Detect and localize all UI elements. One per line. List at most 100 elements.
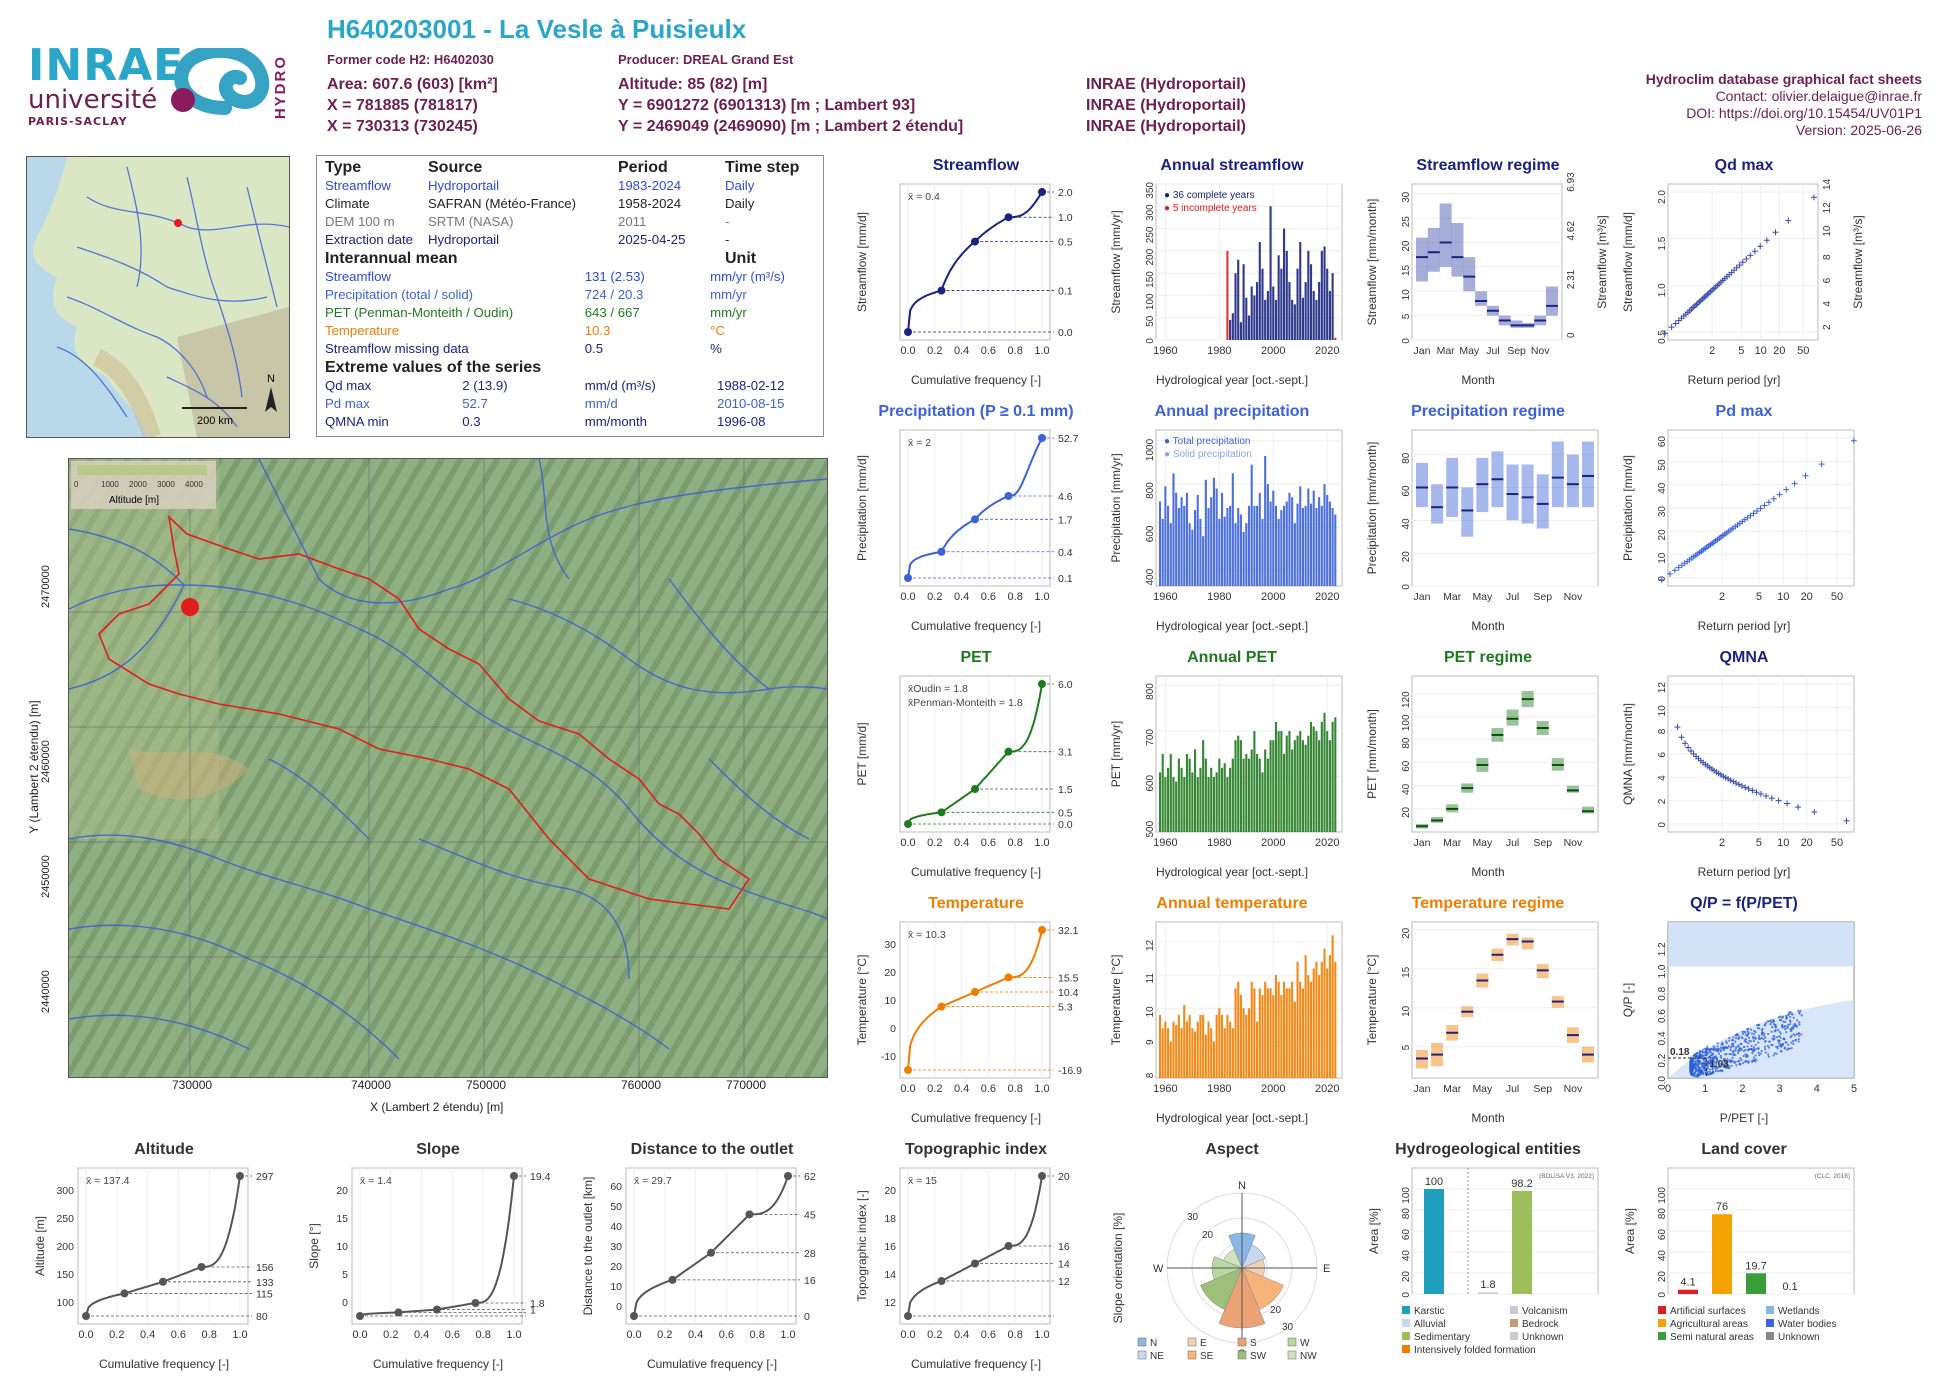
- data-point: [1675, 564, 1682, 571]
- xtick: 770000: [726, 1078, 767, 1092]
- data-point: [1749, 787, 1756, 794]
- mean-note: x̄Penman-Monteith = 1.8: [908, 697, 1023, 709]
- tick-label: 10: [1401, 289, 1412, 301]
- tick-label: Nov: [1564, 837, 1583, 849]
- box: [1536, 474, 1549, 529]
- bar: [1169, 754, 1172, 832]
- data-point: [1716, 1045, 1719, 1048]
- legend-item: Sedimentary: [1414, 1332, 1470, 1343]
- box: [1439, 203, 1452, 267]
- x2e: X = 730313 (730245): [327, 118, 478, 135]
- y-axis-label: Topographic index [-]: [855, 1190, 869, 1301]
- interannual-header: Interannual mean Unit: [325, 249, 815, 268]
- data-point: [1706, 1064, 1710, 1067]
- data-point: [1741, 1037, 1744, 1040]
- bar: [1315, 299, 1318, 340]
- data-point: [1697, 1067, 1700, 1071]
- bar: [1231, 1028, 1234, 1078]
- data-label: 1.8: [1480, 1279, 1495, 1291]
- bar: [1210, 497, 1213, 586]
- data-point: [1741, 1030, 1744, 1033]
- data-point: [1737, 1060, 1740, 1063]
- data-point: [1790, 1034, 1793, 1037]
- bar: [1226, 508, 1229, 586]
- temp-regime-chart: Temperature regime 5 10 15 20 Jan Mar May Jul Sep…: [1364, 894, 1612, 1130]
- tick-label: 2: [1657, 798, 1668, 804]
- bar: [1269, 740, 1272, 832]
- bar: [1229, 767, 1232, 832]
- bar: [1164, 1021, 1167, 1078]
- bar: [1242, 531, 1245, 586]
- data-point: [1735, 1046, 1738, 1049]
- x-axis-label: Return period [yr]: [1698, 865, 1791, 879]
- data-point: [1692, 1058, 1695, 1061]
- data-point: [1757, 1051, 1760, 1054]
- aspect-sector: [1223, 1249, 1243, 1269]
- bar: [1167, 1028, 1170, 1078]
- legend-tick: 2000: [129, 480, 147, 489]
- data-point: [1767, 1046, 1771, 1049]
- tick-label: 5.3: [1058, 1002, 1073, 1014]
- data-point: [1750, 1048, 1753, 1051]
- bar: [1212, 776, 1216, 832]
- precip-cdf-chart: Precipitation (P ≥ 0.1 mm) 0.0 0.2 0.4 0.6 0.…: [852, 402, 1100, 638]
- data-point: [1708, 1070, 1712, 1074]
- bar: [1334, 717, 1337, 832]
- cell: 1996-08: [717, 414, 766, 429]
- tick-label: 100: [1401, 714, 1412, 731]
- chart-title: QMNA: [1720, 649, 1769, 666]
- box: [1416, 237, 1428, 282]
- tick-label: 0: [1401, 1292, 1412, 1298]
- slope-cdf-chart: Slope 0.0 0.2 0.4 0.6 0.8 1.0 19.4 1.8 1 x̄ = 1.4 0…: [304, 1140, 572, 1376]
- flow-cdf-chart: Streamflow 0.0 0.2 0.4 0.6 0.8 1.0 2.0 1.0 0.5 0.1…: [852, 156, 1100, 392]
- tick-label: 3.1: [1058, 747, 1073, 759]
- legend-swatch: [1766, 1306, 1774, 1314]
- data-point: [1741, 1032, 1744, 1036]
- tick-label: 20: [1058, 1171, 1070, 1183]
- data-point: [1775, 1052, 1778, 1055]
- legend-swatch: [1402, 1306, 1410, 1314]
- tick-label: -10: [881, 1051, 896, 1063]
- y-axis-label: Precipitation [mm/d]: [855, 455, 869, 561]
- bar: [1247, 1008, 1251, 1078]
- tick-label: 0: [1145, 338, 1156, 344]
- bar: [1272, 286, 1275, 340]
- bar: [1164, 486, 1167, 586]
- bar: [1331, 273, 1334, 340]
- data-point: [1728, 1036, 1731, 1040]
- bar: [1328, 290, 1331, 340]
- legend-swatch: [1766, 1332, 1774, 1340]
- tick-label: 600: [1145, 525, 1156, 542]
- tick-label: 0.6: [981, 1083, 996, 1095]
- temp-cdf-chart: Temperature 0.0 0.2 0.4 0.6 0.8 1.0 32.1 15.5 10.…: [852, 894, 1100, 1130]
- data-point: [1772, 1054, 1775, 1057]
- bar: [1269, 501, 1272, 586]
- tick-label: Jul: [1506, 591, 1519, 603]
- tick-label: 20: [1401, 1271, 1412, 1283]
- bar: [1328, 740, 1331, 832]
- bar: [1215, 772, 1218, 832]
- data-point: [1785, 217, 1792, 224]
- x-axis-label: Return period [yr]: [1698, 619, 1791, 633]
- tick-label: 16: [804, 1275, 816, 1287]
- y93: Y = 6901272 (6901313) [m ; Lambert 93]: [618, 97, 916, 114]
- bar: [1204, 479, 1207, 586]
- tick-label: Jan: [1414, 837, 1431, 849]
- data-point: [1758, 1054, 1761, 1057]
- tick-label: 0.2: [927, 1329, 942, 1341]
- tick-label: 1.0: [506, 1329, 521, 1341]
- cell: -: [725, 214, 730, 229]
- tick-label: May: [1459, 345, 1480, 357]
- y-axis-label: Streamflow [m³/s]: [1595, 215, 1609, 308]
- box: [1521, 464, 1534, 524]
- quantile-point: [784, 1172, 792, 1180]
- tick-label: 16: [1058, 1241, 1070, 1253]
- quantile-point: [971, 237, 979, 246]
- tick-label: Jan: [1414, 591, 1431, 603]
- precip-cdf-svg: Precipitation (P ≥ 0.1 mm) 0.0 0.2 0.4 0.6 0.…: [855, 403, 1079, 633]
- bar: [1245, 523, 1248, 586]
- bar: [1301, 508, 1305, 586]
- plot-area: [1411, 921, 1599, 1079]
- bar: [1320, 961, 1323, 1078]
- data-point: [1742, 1045, 1745, 1049]
